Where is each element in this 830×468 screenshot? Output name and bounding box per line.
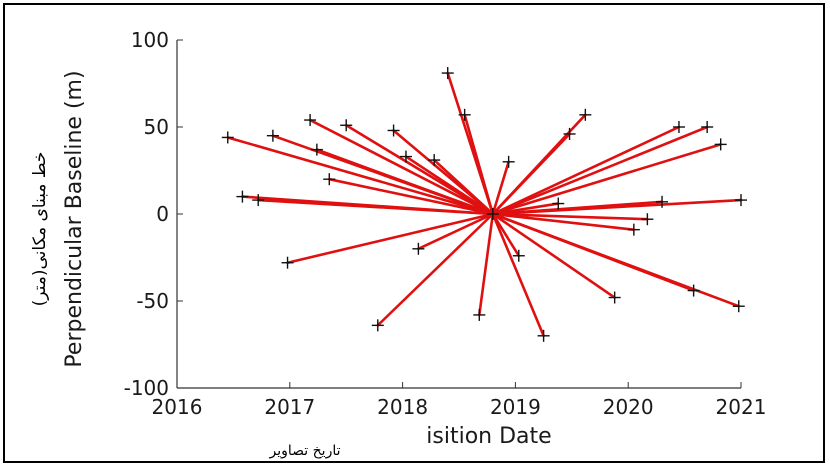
baseline-connection-line xyxy=(432,158,495,216)
y-tick-label: -100 xyxy=(124,376,169,400)
connection-lines xyxy=(226,71,743,338)
y-tick-label: -50 xyxy=(136,289,169,313)
y-tick-label: 100 xyxy=(131,28,169,52)
acquisition-point xyxy=(473,308,486,321)
acquisition-point xyxy=(732,300,745,313)
acquisition-markers xyxy=(221,67,747,342)
baseline-connection-line xyxy=(315,148,495,216)
x-tick-label: 2019 xyxy=(490,395,541,419)
y-axis-title-persian: خط مبنای مکانی(متر) xyxy=(30,152,50,307)
y-tick-label: 0 xyxy=(156,202,169,226)
baseline-connection-line xyxy=(463,113,495,216)
acquisition-point xyxy=(627,223,640,236)
baseline-connection-line xyxy=(417,212,495,251)
baseline-connection-line xyxy=(226,136,495,216)
baseline-connection-line xyxy=(404,155,495,216)
acquisition-point xyxy=(304,114,317,127)
acquisition-point xyxy=(412,242,425,255)
baseline-connection-line xyxy=(491,143,722,216)
baseline-connection-line xyxy=(491,125,681,216)
figure-frame: 2016 2017 2018 2019 2020 2021 100 50 0 -50 -100 P… xyxy=(3,3,825,463)
baseline-connection-line xyxy=(491,212,545,338)
acquisition-point xyxy=(266,129,279,142)
baseline-connection-line xyxy=(491,212,616,299)
acquisition-point xyxy=(281,256,294,269)
baseline-connection-line xyxy=(491,160,510,216)
y-tick-labels: 100 50 0 -50 -100 xyxy=(124,28,183,400)
acquisition-point xyxy=(340,119,353,132)
axes xyxy=(176,40,741,389)
acquisition-point xyxy=(502,155,515,168)
x-tick-label: 2017 xyxy=(264,395,315,419)
baseline-connection-line xyxy=(376,212,495,327)
acquisition-point xyxy=(701,121,714,133)
baseline-connection-line xyxy=(491,212,636,231)
acquisition-point xyxy=(608,291,621,304)
x-tick-label: 2020 xyxy=(603,395,654,419)
acquisition-point xyxy=(714,138,727,151)
x-axis-title-persian: تاریخ تصاویر xyxy=(269,443,341,459)
x-axis-title: isition Date xyxy=(426,424,551,449)
acquisition-point xyxy=(252,194,265,207)
acquisition-point xyxy=(221,131,234,144)
baseline-connection-line xyxy=(308,118,495,216)
baseline-connection-line xyxy=(256,198,495,216)
baseline-connection-line xyxy=(491,125,709,216)
acquisition-point xyxy=(399,150,412,163)
x-tick-label: 2016 xyxy=(152,395,203,419)
acquisition-point xyxy=(310,143,323,156)
acquisition-point xyxy=(458,108,471,121)
baseline-connection-line xyxy=(286,212,495,265)
baseline-connection-line xyxy=(491,198,743,216)
baseline-connection-line xyxy=(327,177,495,216)
acquisition-point xyxy=(687,284,700,297)
acquisition-point xyxy=(371,319,384,332)
acquisition-point xyxy=(441,67,454,80)
acquisition-point xyxy=(641,213,654,226)
acquisition-point xyxy=(579,108,592,121)
acquisition-point xyxy=(537,329,550,342)
acquisition-point xyxy=(428,154,441,167)
acquisition-point xyxy=(512,249,525,262)
acquisition-point xyxy=(656,195,669,208)
baseline-chart: 2016 2017 2018 2019 2020 2021 100 50 0 -50 -100 P… xyxy=(30,28,767,459)
baseline-connection-line xyxy=(491,212,521,258)
x-tick-label: 2021 xyxy=(716,395,767,419)
acquisition-point xyxy=(236,190,249,203)
baseline-connection-line xyxy=(478,212,495,317)
baseline-connection-line xyxy=(491,212,649,221)
acquisition-point xyxy=(672,121,685,133)
master-point xyxy=(486,208,499,220)
acquisition-point xyxy=(387,124,400,137)
acquisition-point xyxy=(552,197,565,210)
x-tick-labels: 2016 2017 2018 2019 2020 2021 xyxy=(152,382,767,419)
acquisition-point xyxy=(735,194,747,207)
acquisition-point xyxy=(323,173,336,186)
x-tick-label: 2018 xyxy=(377,395,428,419)
y-tick-label: 50 xyxy=(144,115,169,139)
y-axis-title: Perpendicular Baseline (m) xyxy=(62,70,87,367)
acquisition-point xyxy=(563,127,576,140)
